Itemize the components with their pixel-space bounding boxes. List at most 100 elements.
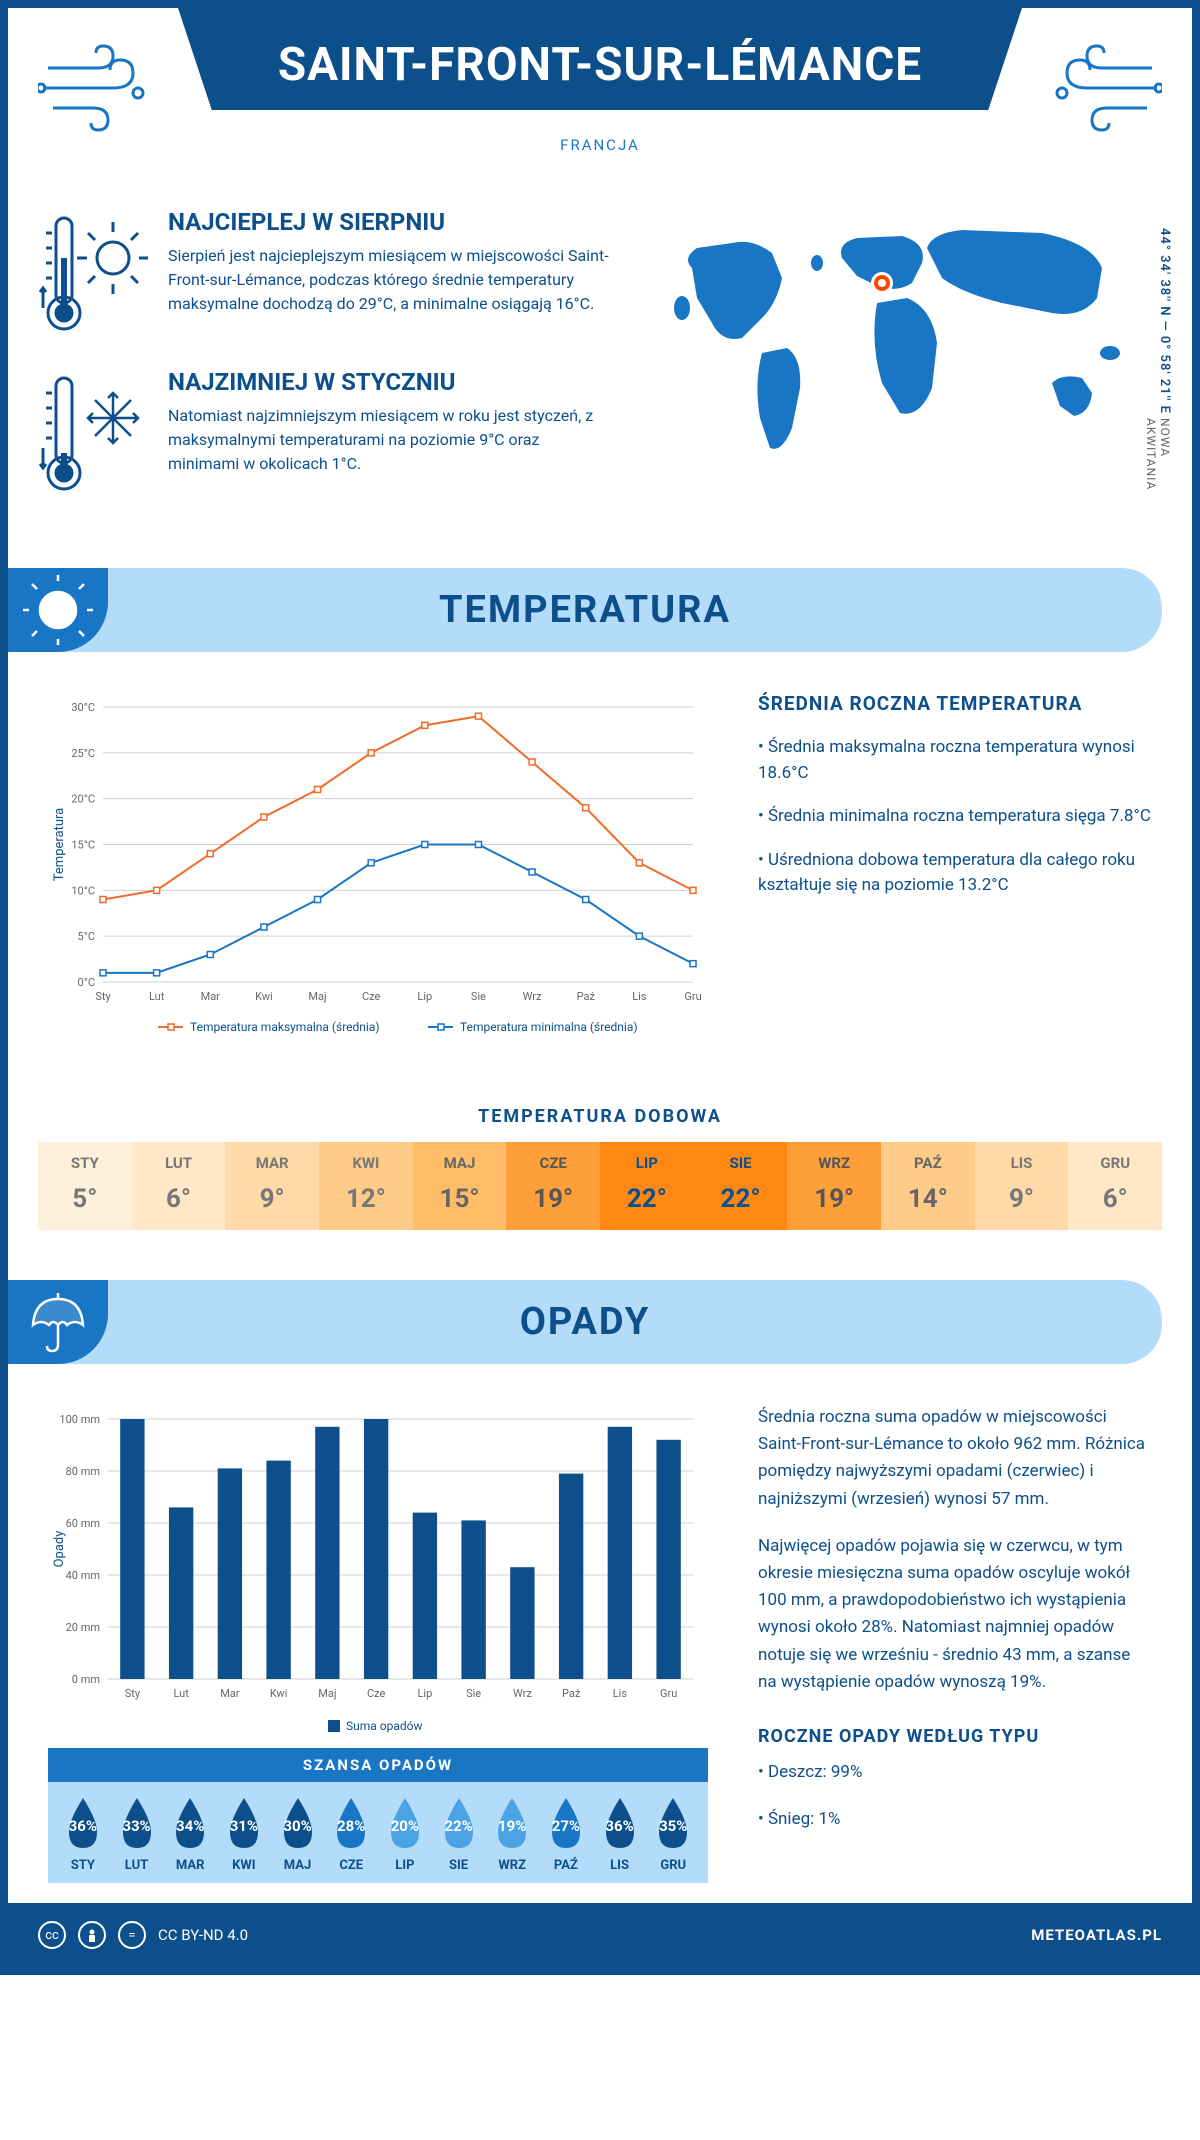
nd-icon: = xyxy=(118,1921,146,1949)
intro-section: NAJCIEPLEJ W SIERPNIU Sierpień jest najc… xyxy=(8,178,1192,568)
svg-text:20 mm: 20 mm xyxy=(66,1621,100,1634)
chance-cell: 34%MAR xyxy=(163,1794,217,1873)
svg-text:Lis: Lis xyxy=(632,990,647,1003)
temp-summary: ŚREDNIA ROCZNA TEMPERATURA • Średnia mak… xyxy=(758,692,1152,1056)
svg-text:0°C: 0°C xyxy=(78,976,95,989)
daily-cell: MAJ15° xyxy=(413,1142,507,1230)
license-text: CC BY-ND 4.0 xyxy=(158,1926,248,1944)
precipitation-chart: 0 mm20 mm40 mm60 mm80 mm100 mmStyLutMarK… xyxy=(48,1404,708,1744)
svg-text:80 mm: 80 mm xyxy=(66,1465,100,1478)
temp-summary-item: • Średnia minimalna roczna temperatura s… xyxy=(758,804,1152,830)
world-map xyxy=(642,208,1142,488)
svg-text:Cze: Cze xyxy=(367,1687,386,1700)
precip-type-heading: ROCZNE OPADY WEDŁUG TYPU xyxy=(758,1726,1152,1747)
daily-cell: KWI12° xyxy=(319,1142,413,1230)
svg-text:Kwi: Kwi xyxy=(255,990,273,1003)
svg-text:Cze: Cze xyxy=(362,990,381,1003)
daily-temperature-table: STY5°LUT6°MAR9°KWI12°MAJ15°CZE19°LIP22°S… xyxy=(38,1142,1162,1230)
precip-text: Najwięcej opadów pojawia się w czerwcu, … xyxy=(758,1533,1152,1696)
svg-text:15°C: 15°C xyxy=(71,839,95,852)
daily-cell: CZE19° xyxy=(506,1142,600,1230)
svg-text:Kwi: Kwi xyxy=(270,1687,288,1700)
svg-text:Mar: Mar xyxy=(220,1687,240,1700)
daily-cell: LUT6° xyxy=(132,1142,226,1230)
precip-type-item: • Śnieg: 1% xyxy=(758,1806,1152,1833)
precip-type-item: • Deszcz: 99% xyxy=(758,1759,1152,1786)
svg-text:Lis: Lis xyxy=(613,1687,628,1700)
chance-cell: 19%WRZ xyxy=(485,1794,539,1873)
svg-text:Sie: Sie xyxy=(466,1687,481,1700)
svg-text:Temperatura maksymalna (średni: Temperatura maksymalna (średnia) xyxy=(190,1020,380,1034)
coldest-block: NAJZIMNIEJ W STYCZNIU Natomiast najzimni… xyxy=(38,368,612,498)
svg-text:25°C: 25°C xyxy=(71,747,95,760)
wind-icon xyxy=(38,38,158,142)
svg-text:Lut: Lut xyxy=(149,990,165,1003)
chance-cell: 28%CZE xyxy=(324,1794,378,1873)
umbrella-icon xyxy=(8,1280,108,1364)
daily-cell: GRU6° xyxy=(1068,1142,1162,1230)
daily-cell: WRZ19° xyxy=(787,1142,881,1230)
svg-text:Opady: Opady xyxy=(52,1531,67,1568)
daily-cell: MAR9° xyxy=(225,1142,319,1230)
chance-cell: 36%LIS xyxy=(593,1794,647,1873)
precip-text: Średnia roczna suma opadów w miejscowośc… xyxy=(758,1404,1152,1513)
svg-text:Suma opadów: Suma opadów xyxy=(346,1719,423,1733)
precip-heading: OPADY xyxy=(8,1300,1162,1344)
precip-summary: Średnia roczna suma opadów w miejscowośc… xyxy=(758,1404,1152,1883)
daily-heading: TEMPERATURA DOBOWA xyxy=(8,1106,1192,1127)
svg-text:Lip: Lip xyxy=(417,1687,432,1700)
svg-text:Maj: Maj xyxy=(318,1687,336,1700)
coldest-title: NAJZIMNIEJ W STYCZNIU xyxy=(168,368,612,396)
svg-text:Paź: Paź xyxy=(562,1687,581,1700)
coldest-text: Natomiast najzimniejszym miesiącem w rok… xyxy=(168,404,612,476)
thermometer-cold-icon xyxy=(38,368,148,498)
chance-cell: 31%KWI xyxy=(217,1794,271,1873)
svg-text:10°C: 10°C xyxy=(71,884,95,897)
temp-section-banner: TEMPERATURA xyxy=(8,568,1162,652)
svg-text:Lut: Lut xyxy=(173,1687,189,1700)
sun-icon xyxy=(8,568,108,652)
svg-text:Mar: Mar xyxy=(201,990,221,1003)
temp-summary-heading: ŚREDNIA ROCZNA TEMPERATURA xyxy=(758,692,1152,715)
temp-heading: TEMPERATURA xyxy=(8,588,1162,632)
warmest-title: NAJCIEPLEJ W SIERPNIU xyxy=(168,208,612,236)
daily-cell: PAŹ14° xyxy=(881,1142,975,1230)
chance-cell: 33%LUT xyxy=(110,1794,164,1873)
footer: cc = CC BY-ND 4.0 METEOATLAS.PL xyxy=(8,1903,1192,1967)
daily-cell: SIE22° xyxy=(694,1142,788,1230)
svg-text:Sty: Sty xyxy=(95,990,111,1003)
temperature-chart: 0°C5°C10°C15°C20°C25°C30°CStyLutMarKwiMa… xyxy=(48,692,708,1052)
warmest-text: Sierpień jest najcieplejszym miesiącem w… xyxy=(168,244,612,316)
chance-cell: 22%SIE xyxy=(432,1794,486,1873)
svg-text:0 mm: 0 mm xyxy=(72,1673,100,1686)
title-banner: SAINT-FRONT-SUR-LÉMANCE xyxy=(178,8,1022,110)
by-icon xyxy=(78,1921,106,1949)
svg-text:5°C: 5°C xyxy=(78,930,95,943)
precip-section-banner: OPADY xyxy=(8,1280,1162,1364)
chance-cell: 36%STY xyxy=(56,1794,110,1873)
svg-text:60 mm: 60 mm xyxy=(66,1517,100,1530)
svg-text:40 mm: 40 mm xyxy=(66,1569,100,1582)
svg-text:Paź: Paź xyxy=(577,990,596,1003)
thermometer-hot-icon xyxy=(38,208,148,338)
svg-text:Temperatura minimalna (średnia: Temperatura minimalna (średnia) xyxy=(460,1020,638,1034)
svg-text:Lip: Lip xyxy=(417,990,432,1003)
country-label: FRANCJA xyxy=(8,136,1192,154)
svg-text:Temperatura: Temperatura xyxy=(52,808,67,881)
precip-chance-panel: SZANSA OPADÓW 36%STY33%LUT34%MAR31%KWI30… xyxy=(48,1748,708,1883)
svg-text:Sie: Sie xyxy=(471,990,486,1003)
daily-cell: LIP22° xyxy=(600,1142,694,1230)
svg-text:Maj: Maj xyxy=(308,990,326,1003)
svg-text:Gru: Gru xyxy=(660,1687,677,1700)
svg-text:Sty: Sty xyxy=(125,1687,141,1700)
cc-icon: cc xyxy=(38,1921,66,1949)
chance-heading: SZANSA OPADÓW xyxy=(48,1748,708,1782)
coordinates: 44° 34' 38'' N — 0° 58' 21'' E xyxy=(1157,228,1172,414)
chance-cell: 27%PAŹ xyxy=(539,1794,593,1873)
svg-text:Wrz: Wrz xyxy=(523,990,542,1003)
svg-text:20°C: 20°C xyxy=(71,793,95,806)
page-title: SAINT-FRONT-SUR-LÉMANCE xyxy=(198,38,1002,92)
svg-text:Gru: Gru xyxy=(684,990,701,1003)
svg-text:Wrz: Wrz xyxy=(513,1687,532,1700)
region-label: NOWA AKWITANIA xyxy=(1144,418,1172,528)
